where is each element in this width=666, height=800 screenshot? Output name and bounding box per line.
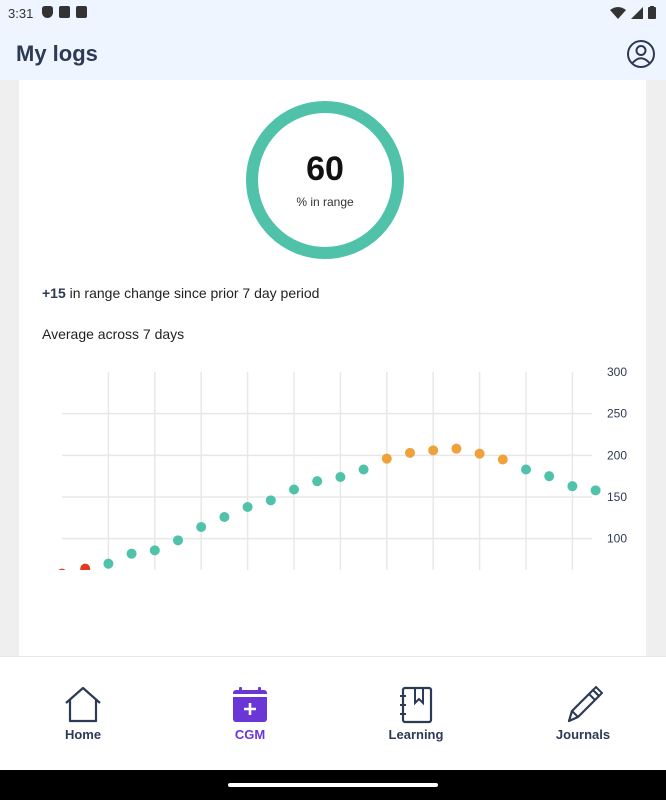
glucose-point (219, 512, 230, 522)
glucose-point (590, 485, 601, 496)
nav-label-learning: Learning (388, 727, 444, 742)
cgm-summary-card: 60 % in range +15 in range change since … (19, 80, 646, 656)
app-bar: My logs (0, 28, 666, 80)
home-icon (65, 686, 101, 723)
glucose-point (451, 443, 462, 454)
shield-icon (42, 6, 53, 18)
nav-item-journals[interactable]: Journals (528, 685, 638, 742)
glucose-point (265, 495, 276, 506)
nav-label-home: Home (64, 727, 102, 742)
glucose-point (149, 545, 160, 556)
nav-label-journals: Journals (555, 727, 611, 742)
sd-card-icon (59, 6, 70, 18)
status-notification-icons (42, 6, 87, 18)
status-bar: 3:31 (0, 0, 666, 28)
notebook-icon (400, 686, 433, 724)
glucose-point (358, 464, 369, 475)
glucose-point (497, 454, 508, 465)
range-change-description: in range change since prior 7 day period (65, 285, 320, 301)
glucose-point (58, 568, 66, 570)
in-range-caption: % in range (296, 195, 354, 209)
glucose-point (289, 484, 299, 495)
glucose-chart: 05010015020025030012 AM24681012 PM246810… (58, 365, 627, 570)
home-gesture-handle[interactable] (228, 783, 438, 787)
bottom-navigation: Home CGM Learning Journals (0, 656, 666, 770)
glucose-point (242, 502, 253, 512)
glucose-point (428, 445, 439, 456)
glucose-point (521, 464, 531, 475)
y-tick-label: 200 (607, 448, 627, 462)
glucose-point (381, 453, 392, 464)
account-icon[interactable] (626, 39, 656, 69)
app-notification-icon (76, 6, 87, 18)
ring-graphic (246, 101, 404, 259)
glucose-point (474, 448, 485, 459)
glucose-point (335, 472, 346, 482)
average-label: Average across 7 days (42, 326, 185, 342)
glucose-point (405, 447, 415, 458)
status-time: 3:31 (8, 6, 34, 21)
range-change-text: +15 in range change since prior 7 day pe… (42, 285, 319, 301)
y-tick-label: 250 (607, 407, 627, 421)
glucose-point (80, 563, 91, 570)
system-gesture-bar (0, 770, 666, 800)
calendar-plus-icon (233, 687, 267, 722)
in-range-value: 60 (306, 150, 344, 188)
page-title: My logs (16, 41, 98, 66)
nav-item-home[interactable]: Home (28, 685, 138, 742)
pencil-icon (567, 685, 603, 723)
glucose-point (544, 471, 555, 482)
glucose-point (567, 481, 578, 492)
range-change-value: +15 (42, 285, 66, 301)
glucose-point (196, 522, 207, 532)
wifi-icon (610, 6, 626, 19)
glucose-point (103, 558, 114, 569)
time-in-range-ring: 60 % in range (245, 100, 405, 260)
battery-icon (648, 6, 656, 19)
nav-label-cgm: CGM (234, 727, 266, 742)
glucose-point (173, 535, 183, 546)
nav-item-cgm[interactable]: CGM (195, 685, 305, 742)
signal-icon (631, 6, 643, 19)
glucose-point (312, 476, 323, 487)
glucose-point (126, 548, 137, 559)
y-tick-label: 300 (607, 365, 627, 379)
y-tick-label: 100 (607, 532, 627, 546)
y-tick-label: 150 (607, 490, 627, 504)
status-system-icons (610, 6, 656, 19)
nav-item-learning[interactable]: Learning (361, 685, 471, 742)
